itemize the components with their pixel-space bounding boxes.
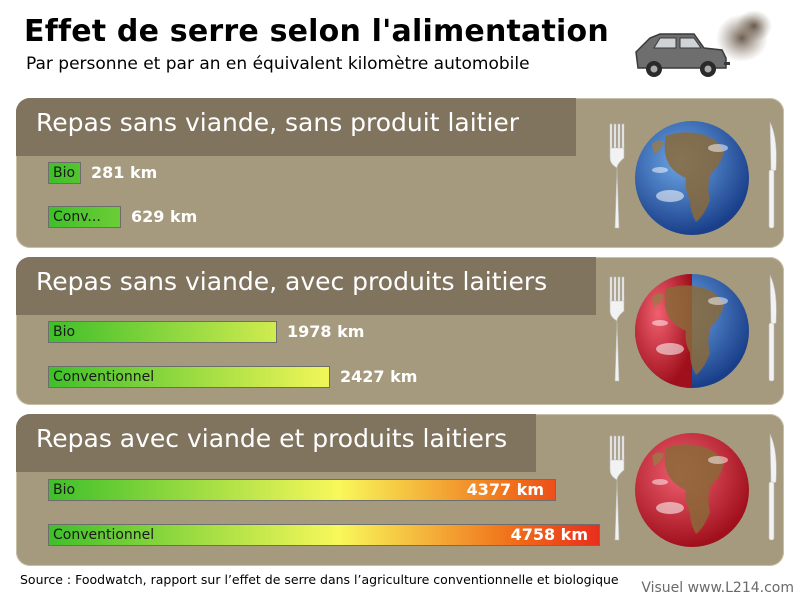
source-note: Source : Foodwatch, rapport sur l’effet … — [20, 572, 619, 587]
panel-title: Repas avec viande et produits laitiers — [36, 424, 508, 453]
bar-bio: Bio — [48, 162, 81, 184]
panel-title: Repas sans viande, sans produit laitier — [36, 108, 520, 137]
panel-group-1: Repas sans viande, sans produit laitier … — [16, 98, 784, 248]
panel-group-3: Repas avec viande et produits laitiers B… — [16, 414, 784, 566]
panel-group-2: Repas sans viande, avec produits laitier… — [16, 257, 784, 405]
bar-value-label: 1978 km — [287, 322, 365, 341]
globe-icon — [635, 433, 749, 547]
bar-conventionnel: Conventionnel — [48, 366, 330, 388]
bar-conventionnel: Conv... — [48, 206, 121, 228]
bar-value-label: 629 km — [131, 207, 198, 226]
knife-icon — [768, 433, 777, 541]
page-subtitle: Par personne et par an en équivalent kil… — [26, 54, 530, 74]
globe-icon — [635, 121, 749, 235]
globe-icon — [635, 274, 749, 388]
car-exhaust-icon — [630, 8, 790, 88]
knife-icon — [768, 121, 777, 229]
knife-icon — [768, 274, 777, 382]
bar-value-label: 281 km — [91, 163, 158, 182]
plate-icon — [600, 261, 785, 401]
credit-link[interactable]: Visuel www.L214.com — [641, 580, 794, 596]
fork-icon — [609, 276, 625, 382]
fork-icon — [609, 123, 625, 229]
plate-icon — [600, 108, 785, 248]
bar-conventionnel: Conventionnel — [48, 524, 600, 546]
bar-value-label: 2427 km — [340, 367, 418, 386]
page-title: Effet de serre selon l'alimentation — [24, 14, 609, 49]
bar-bio: Bio — [48, 321, 277, 343]
plate-icon — [600, 420, 785, 560]
fork-icon — [609, 435, 625, 541]
bar-value-label: 4758 km — [510, 525, 588, 544]
bar-bio: Bio — [48, 479, 556, 501]
bar-value-label: 4377 km — [466, 480, 544, 499]
panel-title: Repas sans viande, avec produits laitier… — [36, 267, 548, 296]
